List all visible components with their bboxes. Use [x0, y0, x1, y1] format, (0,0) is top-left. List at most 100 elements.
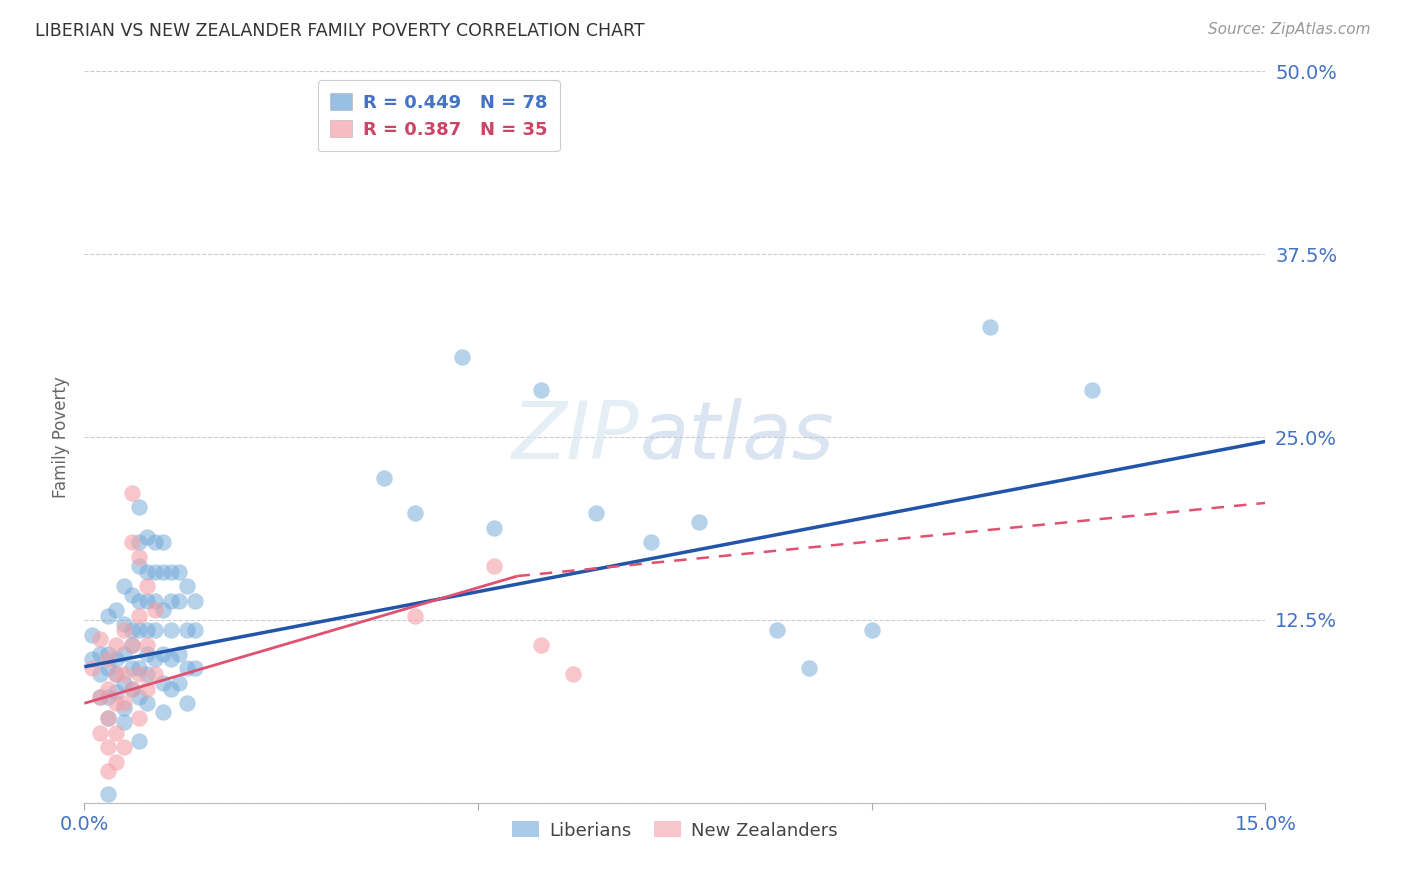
Point — [89, 647, 111, 661]
Point — [136, 530, 159, 544]
Point — [143, 565, 166, 579]
Point — [860, 623, 883, 637]
Point — [128, 558, 150, 573]
Point — [979, 320, 1001, 334]
Point — [121, 535, 143, 549]
Point — [112, 740, 135, 755]
Point — [482, 521, 505, 535]
Point — [152, 535, 174, 549]
Point — [561, 667, 583, 681]
Point — [128, 734, 150, 748]
Point — [121, 661, 143, 675]
Point — [128, 711, 150, 725]
Point — [176, 661, 198, 675]
Point — [183, 623, 205, 637]
Point — [97, 764, 120, 778]
Point — [143, 603, 166, 617]
Point — [121, 638, 143, 652]
Point — [152, 647, 174, 661]
Point — [89, 632, 111, 646]
Point — [112, 667, 135, 681]
Point — [97, 740, 120, 755]
Text: ZIP: ZIP — [512, 398, 640, 476]
Point — [176, 623, 198, 637]
Point — [97, 787, 120, 801]
Point — [160, 681, 183, 696]
Point — [128, 667, 150, 681]
Point — [104, 696, 127, 710]
Point — [104, 638, 127, 652]
Y-axis label: Family Poverty: Family Poverty — [52, 376, 70, 498]
Point — [1081, 384, 1104, 398]
Point — [112, 623, 135, 637]
Point — [104, 667, 127, 681]
Point — [404, 608, 426, 623]
Point — [176, 579, 198, 593]
Point — [104, 652, 127, 666]
Point — [97, 681, 120, 696]
Point — [128, 623, 150, 637]
Text: atlas: atlas — [640, 398, 834, 476]
Point — [136, 647, 159, 661]
Point — [89, 690, 111, 705]
Point — [89, 725, 111, 739]
Point — [128, 594, 150, 608]
Point — [183, 661, 205, 675]
Point — [112, 579, 135, 593]
Point — [143, 594, 166, 608]
Point — [160, 594, 183, 608]
Point — [121, 681, 143, 696]
Point — [121, 623, 143, 637]
Point — [143, 652, 166, 666]
Point — [640, 535, 662, 549]
Point — [530, 384, 553, 398]
Point — [82, 652, 104, 666]
Point — [97, 690, 120, 705]
Point — [136, 696, 159, 710]
Point — [160, 623, 183, 637]
Point — [128, 535, 150, 549]
Point — [167, 565, 190, 579]
Point — [128, 549, 150, 564]
Point — [104, 725, 127, 739]
Point — [89, 690, 111, 705]
Point — [97, 647, 120, 661]
Point — [451, 350, 474, 364]
Point — [530, 638, 553, 652]
Point — [121, 588, 143, 602]
Point — [766, 623, 789, 637]
Point — [136, 623, 159, 637]
Point — [128, 500, 150, 515]
Text: Source: ZipAtlas.com: Source: ZipAtlas.com — [1208, 22, 1371, 37]
Point — [136, 594, 159, 608]
Point — [152, 603, 174, 617]
Point — [183, 594, 205, 608]
Point — [112, 696, 135, 710]
Point — [128, 690, 150, 705]
Point — [112, 715, 135, 730]
Point — [89, 667, 111, 681]
Point — [112, 700, 135, 714]
Point — [482, 558, 505, 573]
Point — [152, 565, 174, 579]
Point — [167, 594, 190, 608]
Point — [688, 515, 710, 529]
Point — [82, 627, 104, 641]
Text: LIBERIAN VS NEW ZEALANDER FAMILY POVERTY CORRELATION CHART: LIBERIAN VS NEW ZEALANDER FAMILY POVERTY… — [35, 22, 645, 40]
Point — [160, 565, 183, 579]
Point — [797, 661, 820, 675]
Point — [121, 638, 143, 652]
Point — [112, 647, 135, 661]
Point — [167, 647, 190, 661]
Point — [373, 471, 395, 485]
Point — [585, 506, 607, 520]
Point — [112, 676, 135, 690]
Point — [176, 696, 198, 710]
Point — [104, 755, 127, 769]
Point — [104, 603, 127, 617]
Point — [136, 565, 159, 579]
Point — [143, 623, 166, 637]
Point — [136, 681, 159, 696]
Point — [97, 652, 120, 666]
Point — [128, 661, 150, 675]
